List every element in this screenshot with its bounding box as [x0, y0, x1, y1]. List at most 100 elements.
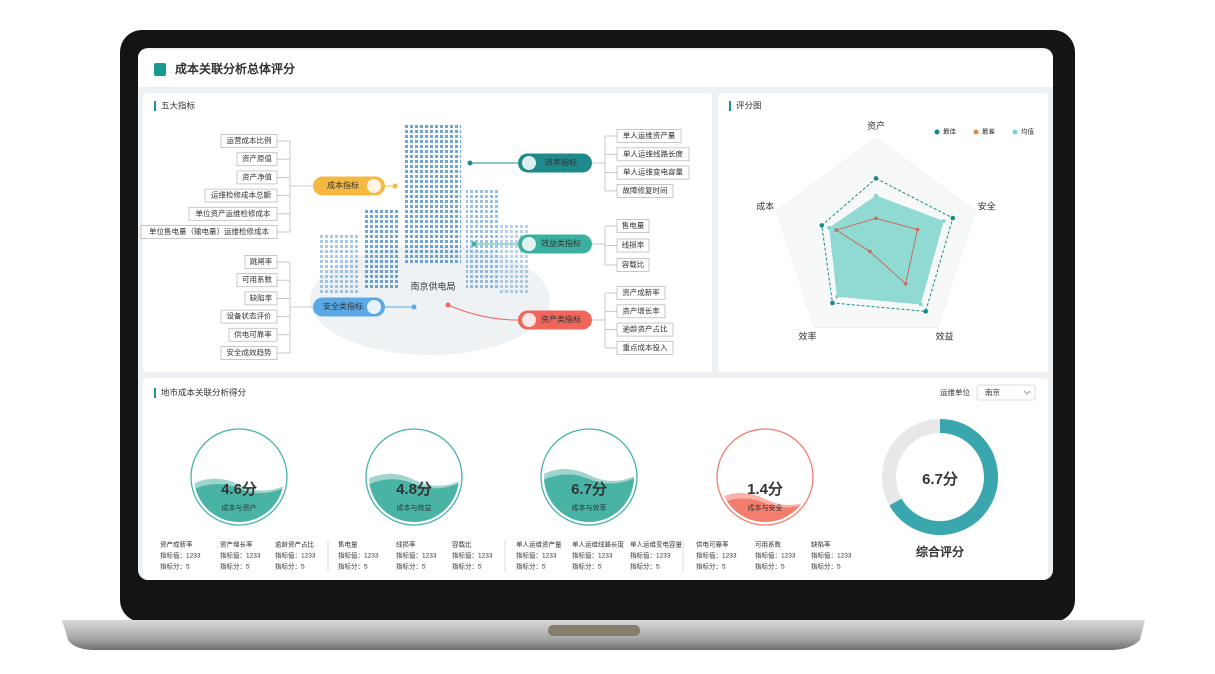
radar-point [903, 281, 908, 286]
gauge-name: 成本与资产 [222, 503, 257, 512]
gauge-wave [194, 478, 284, 522]
wave-front [544, 474, 634, 522]
indicator-pill [518, 310, 592, 330]
indicator-item: 单位资产运维检修成本 [196, 208, 271, 218]
indicator-item: 重点成本投入 [623, 342, 668, 352]
metric-score: 指标分：5 [811, 562, 841, 571]
metric-value: 指标值：1233 [396, 551, 437, 560]
legend-marker [973, 129, 979, 135]
gauge-name: 成本与效益 [397, 503, 432, 512]
metric-name: 售电量 [338, 540, 358, 549]
unit-select[interactable] [976, 384, 1036, 401]
connector [447, 304, 519, 321]
connector-dot [445, 302, 451, 308]
page-title: 成本关联分析总体评分 [175, 61, 295, 76]
pill-label: 效益类指标 [541, 238, 581, 248]
gauge-score: 4.8分 [396, 481, 432, 498]
indicator-box [616, 286, 666, 300]
pill-label: 成本指标 [327, 180, 359, 190]
indicator-item: 供电可靠率 [234, 329, 272, 339]
metric-score: 指标分：5 [160, 562, 190, 571]
indicator-box [204, 188, 278, 203]
metric-score: 指标分：5 [630, 562, 660, 571]
indicator-box [616, 322, 674, 337]
indicator-item: 设备状态评价 [227, 311, 272, 321]
indicator-item: 资产成新率 [622, 287, 660, 297]
connector-dot [392, 183, 398, 189]
pill-icon [522, 237, 536, 251]
radar-point [868, 249, 872, 254]
metric-value: 指标值：1233 [160, 551, 201, 560]
indicator-item: 运营成本比例 [227, 135, 272, 145]
indicator-box [236, 170, 278, 185]
metric-name: 缺陷率 [811, 540, 831, 549]
select-label: 运维单位 [940, 387, 970, 397]
indicator-item: 缺陷率 [250, 292, 273, 302]
pill-icon [367, 300, 381, 314]
metric-value: 指标值：1233 [696, 551, 737, 560]
indicator-item: 可用系数 [242, 274, 272, 284]
metric-score: 指标分：5 [338, 562, 368, 571]
gauge-name: 成本与效率 [572, 503, 607, 512]
building [363, 210, 398, 290]
legend-marker [1012, 129, 1018, 135]
metric-name: 资产增长率 [220, 540, 253, 549]
legend-label: 均值 [1021, 127, 1035, 136]
indicator-item: 售电量 [622, 220, 645, 230]
legend-label: 最佳 [943, 127, 957, 136]
indicator-item: 资产原值 [242, 153, 272, 163]
radar-axis-label: 资产 [867, 120, 885, 131]
metric-name: 容载比 [452, 540, 472, 549]
metric-value: 指标值：1233 [811, 551, 852, 560]
metric-score: 指标分：5 [696, 562, 726, 571]
gauge-wave [369, 473, 459, 522]
radar-axis-label: 安全 [978, 200, 996, 211]
metric-score: 指标分：5 [755, 562, 785, 571]
indicator-box [244, 291, 278, 306]
metric-value: 指标值：1233 [755, 551, 796, 560]
indicator-pill [518, 234, 592, 254]
radar-axis-label: 效益 [935, 331, 953, 342]
indicator-item: 逾龄资产占比 [623, 324, 668, 334]
metric-score: 指标分：5 [396, 562, 426, 571]
indicator-box [616, 147, 690, 162]
radar-point [873, 176, 879, 181]
indicator-box [188, 206, 278, 221]
radar-point [835, 294, 839, 299]
building [320, 235, 360, 295]
pill-label: 安全类指标 [323, 301, 363, 311]
indicator-box [140, 225, 278, 239]
legend-marker [934, 129, 940, 135]
metric-value: 指标值：1233 [516, 551, 557, 560]
pill-label: 资产类指标 [541, 314, 581, 324]
metric-value: 指标值：1233 [220, 551, 261, 560]
indicator-item: 资产增长率 [622, 305, 660, 315]
metric-name: 供电可靠率 [696, 540, 729, 549]
panel-title: 五大指标 [161, 100, 196, 110]
select-value[interactable]: 南京 [985, 387, 1000, 397]
panel-marker [154, 101, 156, 111]
indicator-item: 资产净值 [242, 171, 272, 181]
indicator-pill [313, 297, 385, 317]
building [403, 125, 461, 265]
radar-point [950, 215, 956, 221]
total-ring-arc [889, 419, 998, 535]
gauge-score: 6.7分 [571, 481, 607, 498]
radar-point [874, 216, 878, 221]
connector-dot [471, 241, 477, 247]
radar-point [834, 228, 839, 232]
indicator-box [616, 219, 650, 233]
radar-point [918, 302, 923, 307]
indicator-box [616, 165, 690, 180]
indicator-box [616, 129, 682, 143]
indicator-box [616, 183, 674, 198]
indicator-box [244, 255, 278, 269]
radar-series [821, 177, 954, 312]
connector-dot [411, 304, 417, 310]
gauge-score: 4.6分 [221, 481, 257, 498]
metric-score: 指标分：5 [275, 562, 305, 571]
metric-name: 单人运维变电容量 [630, 540, 683, 549]
total-name: 综合评分 [916, 544, 964, 559]
